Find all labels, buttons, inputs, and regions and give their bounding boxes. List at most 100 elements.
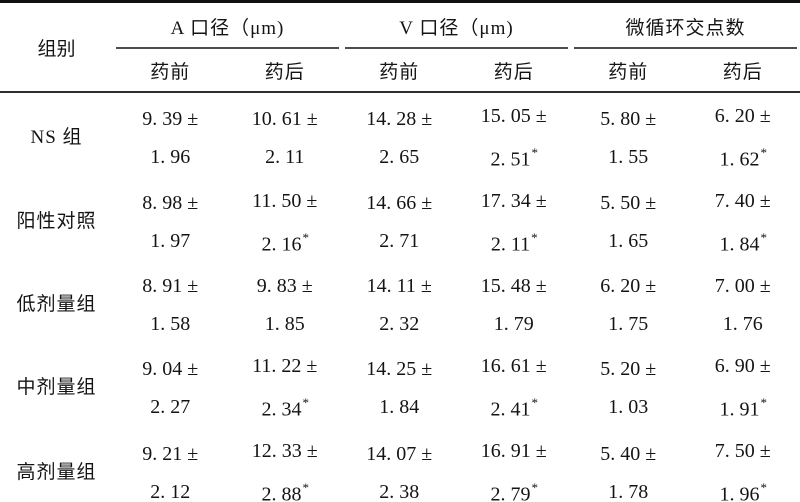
mean-value: 11. 50 ± [252,189,318,212]
col-group-crossings-label: 微循环交点数 [574,5,798,49]
sd-value: 1. 79 [493,313,534,336]
header-sub-row: 药前 药后 药前 药后 药前 药后 [0,49,800,93]
value-cell: 16. 61 ± 2. 41* [457,343,572,428]
sd-value: 2. 38 [379,480,420,502]
sd-line: 2. 88* [228,471,343,502]
subheader-x-pre: 药前 [571,49,686,93]
value-cell: 11. 50 ± 2. 16* [228,178,343,263]
sd-value: 1. 91 [719,398,760,421]
significance-star: * [531,229,538,245]
sd-value: 2. 79 [490,483,531,502]
mean-value: 15. 05 ± [480,105,547,127]
sd-line: 2. 41* [457,386,572,428]
subheader-a-pre: 药前 [113,49,228,93]
significance-star: * [302,395,310,411]
sd-value: 2. 34 [261,398,302,421]
mean-value: 7. 00 ± [714,275,771,298]
mean-value: 7. 50 ± [714,439,771,462]
sd-value: 1. 84 [379,396,420,419]
value-cell: 9. 39 ± 1. 96 [113,92,228,178]
significance-star: * [760,479,768,495]
mean-value: 10. 61 ± [251,107,318,130]
sd-value: 2. 27 [150,396,191,419]
sd-value: 2. 88 [261,483,302,502]
col-group-crossings: 微循环交点数 [571,2,800,49]
value-cell: 5. 20 ± 1. 03 [571,343,686,428]
col-group-a-diameter: A 口径（μm) [113,2,342,49]
mean-value: 16. 91 ± [480,439,547,462]
value-cell: 16. 91 ± 2. 79* [457,428,572,502]
sd-line: 2. 11* [457,221,572,263]
row-group-label: 高剂量组 [16,461,97,483]
sd-line: 1. 85 [228,306,343,342]
sd-line: 1. 75 [571,306,686,342]
significance-star: * [760,145,768,160]
sd-line: 1. 78 [571,474,686,502]
sd-line: 1. 58 [113,306,228,342]
value-cell: 5. 40 ± 1. 78 [571,428,686,502]
mean-value: 16. 61 ± [480,355,547,378]
sd-value: 2. 65 [379,145,420,168]
sd-line: 1. 84 [342,389,457,425]
sd-line: 1. 76 [686,306,800,342]
sd-value: 1. 58 [150,313,191,336]
value-cell: 6. 90 ± 1. 91* [686,343,800,428]
significance-star: * [760,229,768,245]
sd-line: 2. 71 [342,223,457,259]
sd-value: 1. 03 [608,396,649,419]
value-cell: 5. 80 ± 1. 55 [571,92,686,178]
sd-line: 1. 84* [686,221,800,263]
sd-line: 2. 16* [228,221,343,263]
value-cell: 8. 91 ± 1. 58 [113,262,228,343]
sd-line: 1. 97 [113,223,228,259]
value-cell: 6. 20 ± 1. 75 [571,262,686,343]
sd-line: 2. 11 [228,139,343,175]
table-header: 组别 A 口径（μm) V 口径（μm) 微循环交点数 药前 药后 药前 药后 … [0,1,800,93]
value-cell: 11. 22 ± 2. 34* [228,343,343,428]
row-group-label: 阳性对照 [16,211,97,233]
mean-value: 14. 11 ± [366,275,432,298]
sd-value: 2. 32 [379,313,420,336]
mean-value: 14. 07 ± [366,442,433,465]
subheader-v-pre: 药前 [342,49,457,93]
sd-line: 1. 96* [686,471,800,502]
value-cell: 6. 20 ± 1. 62* [686,92,800,178]
sd-line: 2. 65 [342,139,457,175]
sd-line: 2. 38 [342,474,457,502]
sd-value: 2. 11 [265,145,305,168]
mean-value: 9. 83 ± [256,275,313,298]
table-body: NS 组 9. 39 ± 1. 96 10. 61 ± 2. 11 14. 28 ± 2. … [0,92,800,502]
mean-value: 14. 25 ± [366,358,433,381]
sd-value: 1. 97 [150,230,191,253]
value-cell: 10. 61 ± 2. 11 [228,92,343,178]
value-cell: 5. 50 ± 1. 65 [571,178,686,263]
value-cell: 9. 04 ± 2. 27 [113,343,228,428]
mean-value: 5. 80 ± [600,107,657,130]
col-group-v-diameter-label: V 口径（μm) [345,5,569,49]
row-group-label: 低剂量组 [16,294,97,316]
col-group-a-diameter-label: A 口径（μm) [116,5,339,49]
sd-value: 2. 16 [261,233,302,256]
sd-value: 1. 75 [608,313,649,336]
value-cell: 14. 66 ± 2. 71 [342,178,457,263]
table-row: 高剂量组 9. 21 ±2. 12 12. 33 ±2. 88* 14. 07 ±2.… [0,428,800,502]
sd-value: 2. 41 [490,398,531,421]
significance-star: * [531,395,539,411]
mean-value: 6. 20 ± [714,105,771,127]
sd-value: 1. 96 [150,145,191,168]
subheader-x-post: 药后 [685,49,800,93]
mean-value: 8. 98 ± [142,192,199,215]
value-cell: 9. 83 ± 1. 85 [228,262,343,343]
sd-value: 2. 71 [379,230,420,253]
significance-star: * [302,229,310,245]
mean-value: 5. 50 ± [600,192,657,215]
mean-value: 15. 48 ± [480,275,547,298]
sd-value: 1. 78 [608,480,649,502]
sd-value: 2. 51 [490,148,531,171]
value-cell: 17. 34 ± 2. 11* [457,178,572,263]
value-cell: 7. 50 ± 1. 96* [686,428,800,502]
sd-value: 1. 62 [719,148,760,171]
mean-value: 12. 33 ± [251,439,318,462]
mean-value: 11. 22 ± [252,355,318,378]
